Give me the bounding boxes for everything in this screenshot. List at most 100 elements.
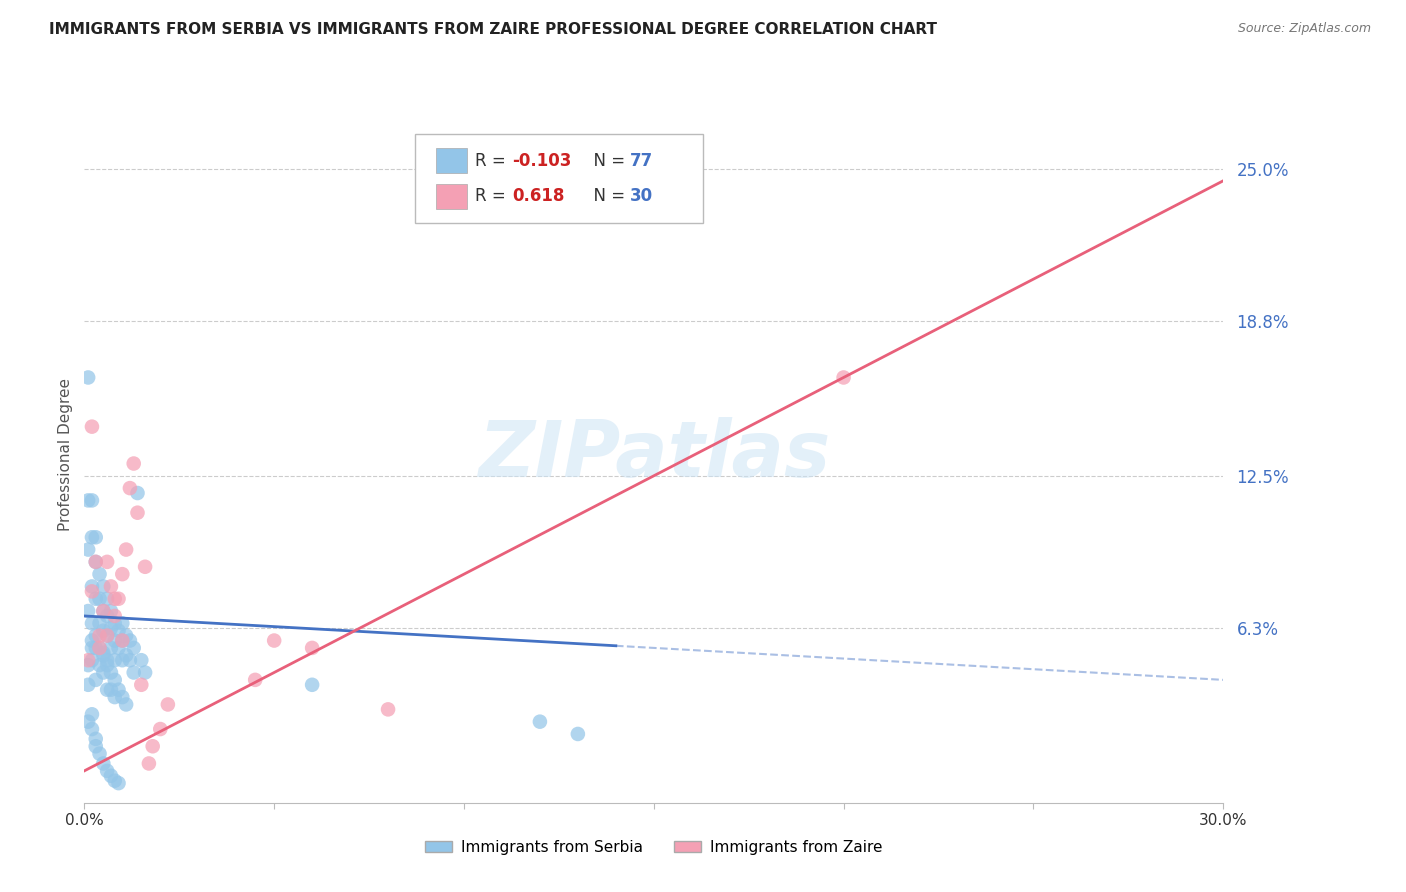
Point <box>77 678 100 692</box>
Point <box>377 702 399 716</box>
Point <box>127 506 149 520</box>
Point <box>118 653 141 667</box>
Point <box>100 769 122 783</box>
Point <box>104 633 127 648</box>
Point <box>93 604 115 618</box>
Point <box>111 633 134 648</box>
Point <box>107 776 129 790</box>
Point <box>118 633 141 648</box>
Point <box>84 555 107 569</box>
Point <box>96 682 118 697</box>
Point <box>77 714 100 729</box>
Point <box>104 773 127 788</box>
Point <box>100 604 122 618</box>
Point <box>80 616 103 631</box>
Point <box>80 653 103 667</box>
Point <box>93 648 115 663</box>
Point <box>89 629 111 643</box>
Point <box>84 530 107 544</box>
Point <box>77 653 100 667</box>
Point <box>104 609 127 624</box>
Point <box>107 624 129 638</box>
Point <box>107 591 129 606</box>
Point <box>567 727 589 741</box>
Point <box>301 640 323 655</box>
Point <box>80 640 103 655</box>
Point <box>96 555 118 569</box>
Point <box>115 629 138 643</box>
Point <box>84 739 107 754</box>
Point <box>149 722 172 736</box>
Text: 30: 30 <box>630 187 652 205</box>
Point <box>93 756 115 771</box>
Point <box>93 646 115 660</box>
Point <box>96 629 118 643</box>
Text: ZIPatlas: ZIPatlas <box>478 417 830 493</box>
Point <box>100 640 122 655</box>
Legend: Immigrants from Serbia, Immigrants from Zaire: Immigrants from Serbia, Immigrants from … <box>419 834 889 862</box>
Point <box>134 665 156 680</box>
Point <box>80 722 103 736</box>
Point <box>80 707 103 722</box>
Text: R =: R = <box>475 152 512 169</box>
Point <box>96 591 118 606</box>
Point <box>122 665 145 680</box>
Point <box>77 658 100 673</box>
Point <box>80 530 103 544</box>
Point <box>104 690 127 704</box>
Point <box>84 640 107 655</box>
Point <box>142 739 165 754</box>
Point <box>84 673 107 687</box>
Point <box>80 584 103 599</box>
Point <box>80 633 103 648</box>
Point <box>111 653 134 667</box>
Point <box>122 457 145 471</box>
Point <box>529 714 551 729</box>
Point <box>131 653 153 667</box>
Text: 77: 77 <box>630 152 654 169</box>
Point <box>89 640 111 655</box>
Point <box>96 609 118 624</box>
Point <box>89 658 111 673</box>
Text: N =: N = <box>583 152 631 169</box>
Point <box>100 621 122 635</box>
Point <box>134 559 156 574</box>
Point <box>93 665 115 680</box>
Point <box>96 629 118 643</box>
Point <box>89 591 111 606</box>
Text: -0.103: -0.103 <box>512 152 571 169</box>
Point <box>115 648 138 663</box>
Point <box>115 542 138 557</box>
Point <box>104 616 127 631</box>
Point <box>138 756 160 771</box>
Point <box>84 555 107 569</box>
Point <box>107 682 129 697</box>
Point <box>80 419 103 434</box>
Point <box>84 591 107 606</box>
Text: Source: ZipAtlas.com: Source: ZipAtlas.com <box>1237 22 1371 36</box>
Point <box>111 567 134 582</box>
Y-axis label: Professional Degree: Professional Degree <box>58 378 73 532</box>
Point <box>80 493 103 508</box>
Point <box>111 633 134 648</box>
Point <box>93 624 115 638</box>
Point <box>301 678 323 692</box>
Point <box>111 616 134 631</box>
Point <box>111 690 134 704</box>
Point <box>263 633 285 648</box>
Point <box>89 616 111 631</box>
Point <box>96 653 118 667</box>
Point <box>96 658 118 673</box>
Text: N =: N = <box>583 187 631 205</box>
Point <box>100 665 122 680</box>
Point <box>89 747 111 761</box>
Point <box>89 640 111 655</box>
Point <box>104 673 127 687</box>
Point <box>80 579 103 593</box>
Text: R =: R = <box>475 187 516 205</box>
Point <box>100 579 122 593</box>
Point <box>89 567 111 582</box>
Text: 0.618: 0.618 <box>512 187 564 205</box>
Point <box>84 629 107 643</box>
Point <box>77 542 100 557</box>
